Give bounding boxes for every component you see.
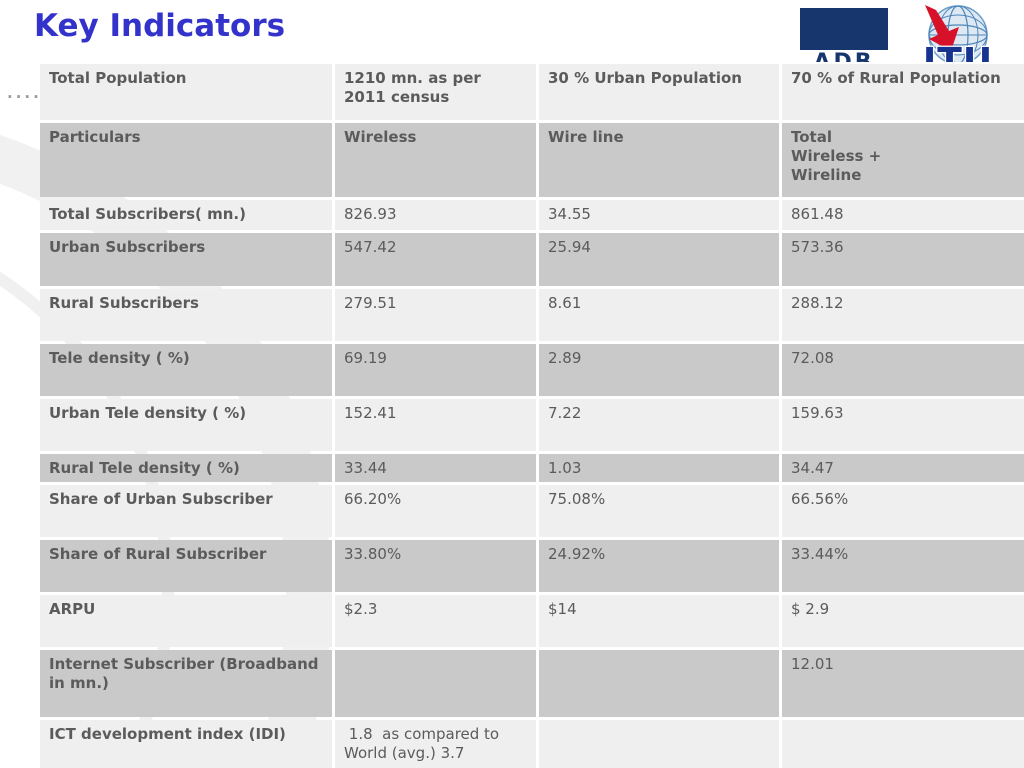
row-label-cell: Urban Tele density ( %) bbox=[40, 399, 332, 451]
value-cell: 12.01 bbox=[782, 649, 1024, 717]
column-header-cell: Wire line bbox=[539, 123, 779, 197]
value-cell: 2.89 bbox=[539, 344, 779, 396]
value-cell: 30 % Urban Population bbox=[539, 64, 779, 120]
value-cell: 826.93 bbox=[335, 200, 536, 230]
itu-arrow-icon bbox=[925, 5, 959, 51]
itu-logo-letters: ITU bbox=[923, 41, 993, 62]
table-row: Share of Rural Subscriber 33.80% 24.92% … bbox=[40, 539, 1024, 592]
column-header-cell: Total Wireless + Wireline bbox=[782, 123, 1024, 197]
value-cell: 33.44 bbox=[335, 454, 536, 482]
value-cell: 33.80% bbox=[335, 539, 536, 592]
value-cell: $ 2.9 bbox=[782, 594, 1024, 647]
value-cell: 66.20% bbox=[335, 484, 536, 537]
page-title: Key Indicators bbox=[34, 8, 286, 44]
value-cell: 1.8 as compared to World (avg.) 3.7 bbox=[335, 719, 536, 768]
row-label-cell: Share of Rural Subscriber bbox=[40, 539, 332, 592]
value-cell: 34.55 bbox=[539, 200, 779, 230]
row-label-cell: Tele density ( %) bbox=[40, 344, 332, 396]
table-row: Total Subscribers( mn.) 826.93 34.55 861… bbox=[40, 200, 1024, 230]
value-cell: 7.22 bbox=[539, 399, 779, 451]
value-cell-highlighted: 34.47 bbox=[782, 454, 1024, 482]
value-cell: 70 % of Rural Population bbox=[782, 64, 1024, 120]
value-cell: 1210 mn. as per 2011 census bbox=[335, 64, 536, 120]
column-header-cell: Wireless bbox=[335, 123, 536, 197]
value-cell bbox=[782, 719, 1024, 768]
value-cell: 8.61 bbox=[539, 289, 779, 341]
table-row: ICT development index (IDI) 1.8 as compa… bbox=[40, 719, 1024, 768]
row-label-cell: Total Subscribers( mn.) bbox=[40, 200, 332, 230]
value-cell: 573.36 bbox=[782, 233, 1024, 286]
row-label-cell: Urban Subscribers bbox=[40, 233, 332, 286]
table-row: Share of Urban Subscriber 66.20% 75.08% … bbox=[40, 484, 1024, 537]
table-row: Internet Subscriber (Broadband in mn.) 1… bbox=[40, 649, 1024, 717]
value-cell: 861.48 bbox=[782, 200, 1024, 230]
row-label-cell: Rural Subscribers bbox=[40, 289, 332, 341]
adb-logo-text: ADB bbox=[800, 52, 888, 63]
header-row: Particulars Wireless Wire line Total Wir… bbox=[40, 123, 1024, 197]
adb-logo: ADB bbox=[800, 8, 888, 62]
row-label-cell: ARPU bbox=[40, 594, 332, 647]
column-header-cell: Particulars bbox=[40, 123, 332, 197]
row-label-cell: Share of Urban Subscriber bbox=[40, 484, 332, 537]
value-cell: $14 bbox=[539, 594, 779, 647]
row-label-cell: Rural Tele density ( %) bbox=[40, 454, 332, 482]
value-cell: 288.12 bbox=[782, 289, 1024, 341]
value-cell: 1.03 bbox=[539, 454, 779, 482]
info-row: Total Population 1210 mn. as per 2011 ce… bbox=[40, 64, 1024, 120]
itu-logo: ITU bbox=[899, 3, 1017, 62]
row-label-cell: ICT development index (IDI) bbox=[40, 719, 332, 768]
value-cell bbox=[335, 649, 536, 717]
value-cell: 72.08 bbox=[782, 344, 1024, 396]
value-cell: 152.41 bbox=[335, 399, 536, 451]
table-row: Rural Tele density ( %) 33.44 1.03 34.47 bbox=[40, 454, 1024, 482]
value-cell: 279.51 bbox=[335, 289, 536, 341]
value-cell: $2.3 bbox=[335, 594, 536, 647]
value-cell bbox=[539, 719, 779, 768]
value-cell: 75.08% bbox=[539, 484, 779, 537]
table-row: ARPU $2.3 $14 $ 2.9 bbox=[40, 594, 1024, 647]
value-cell: 159.63 bbox=[782, 399, 1024, 451]
table-row: Urban Tele density ( %) 152.41 7.22 159.… bbox=[40, 399, 1024, 451]
value-cell: 24.92% bbox=[539, 539, 779, 592]
margin-dots: ···· bbox=[7, 88, 42, 106]
value-cell: 547.42 bbox=[335, 233, 536, 286]
row-label-cell: Internet Subscriber (Broadband in mn.) bbox=[40, 649, 332, 717]
table-row: Urban Subscribers 547.42 25.94 573.36 bbox=[40, 233, 1024, 286]
value-cell: 33.44% bbox=[782, 539, 1024, 592]
value-cell bbox=[539, 649, 779, 717]
value-cell: 69.19 bbox=[335, 344, 536, 396]
adb-logo-box bbox=[800, 8, 888, 50]
itu-globe-icon: ITU bbox=[922, 5, 993, 62]
table-row: Rural Subscribers 279.51 8.61 288.12 bbox=[40, 289, 1024, 341]
table-row: Tele density ( %) 69.19 2.89 72.08 bbox=[40, 344, 1024, 396]
value-cell: 25.94 bbox=[539, 233, 779, 286]
key-indicators-table: Total Population 1210 mn. as per 2011 ce… bbox=[37, 61, 1024, 768]
value-cell: 66.56% bbox=[782, 484, 1024, 537]
row-label-cell: Total Population bbox=[40, 64, 332, 120]
